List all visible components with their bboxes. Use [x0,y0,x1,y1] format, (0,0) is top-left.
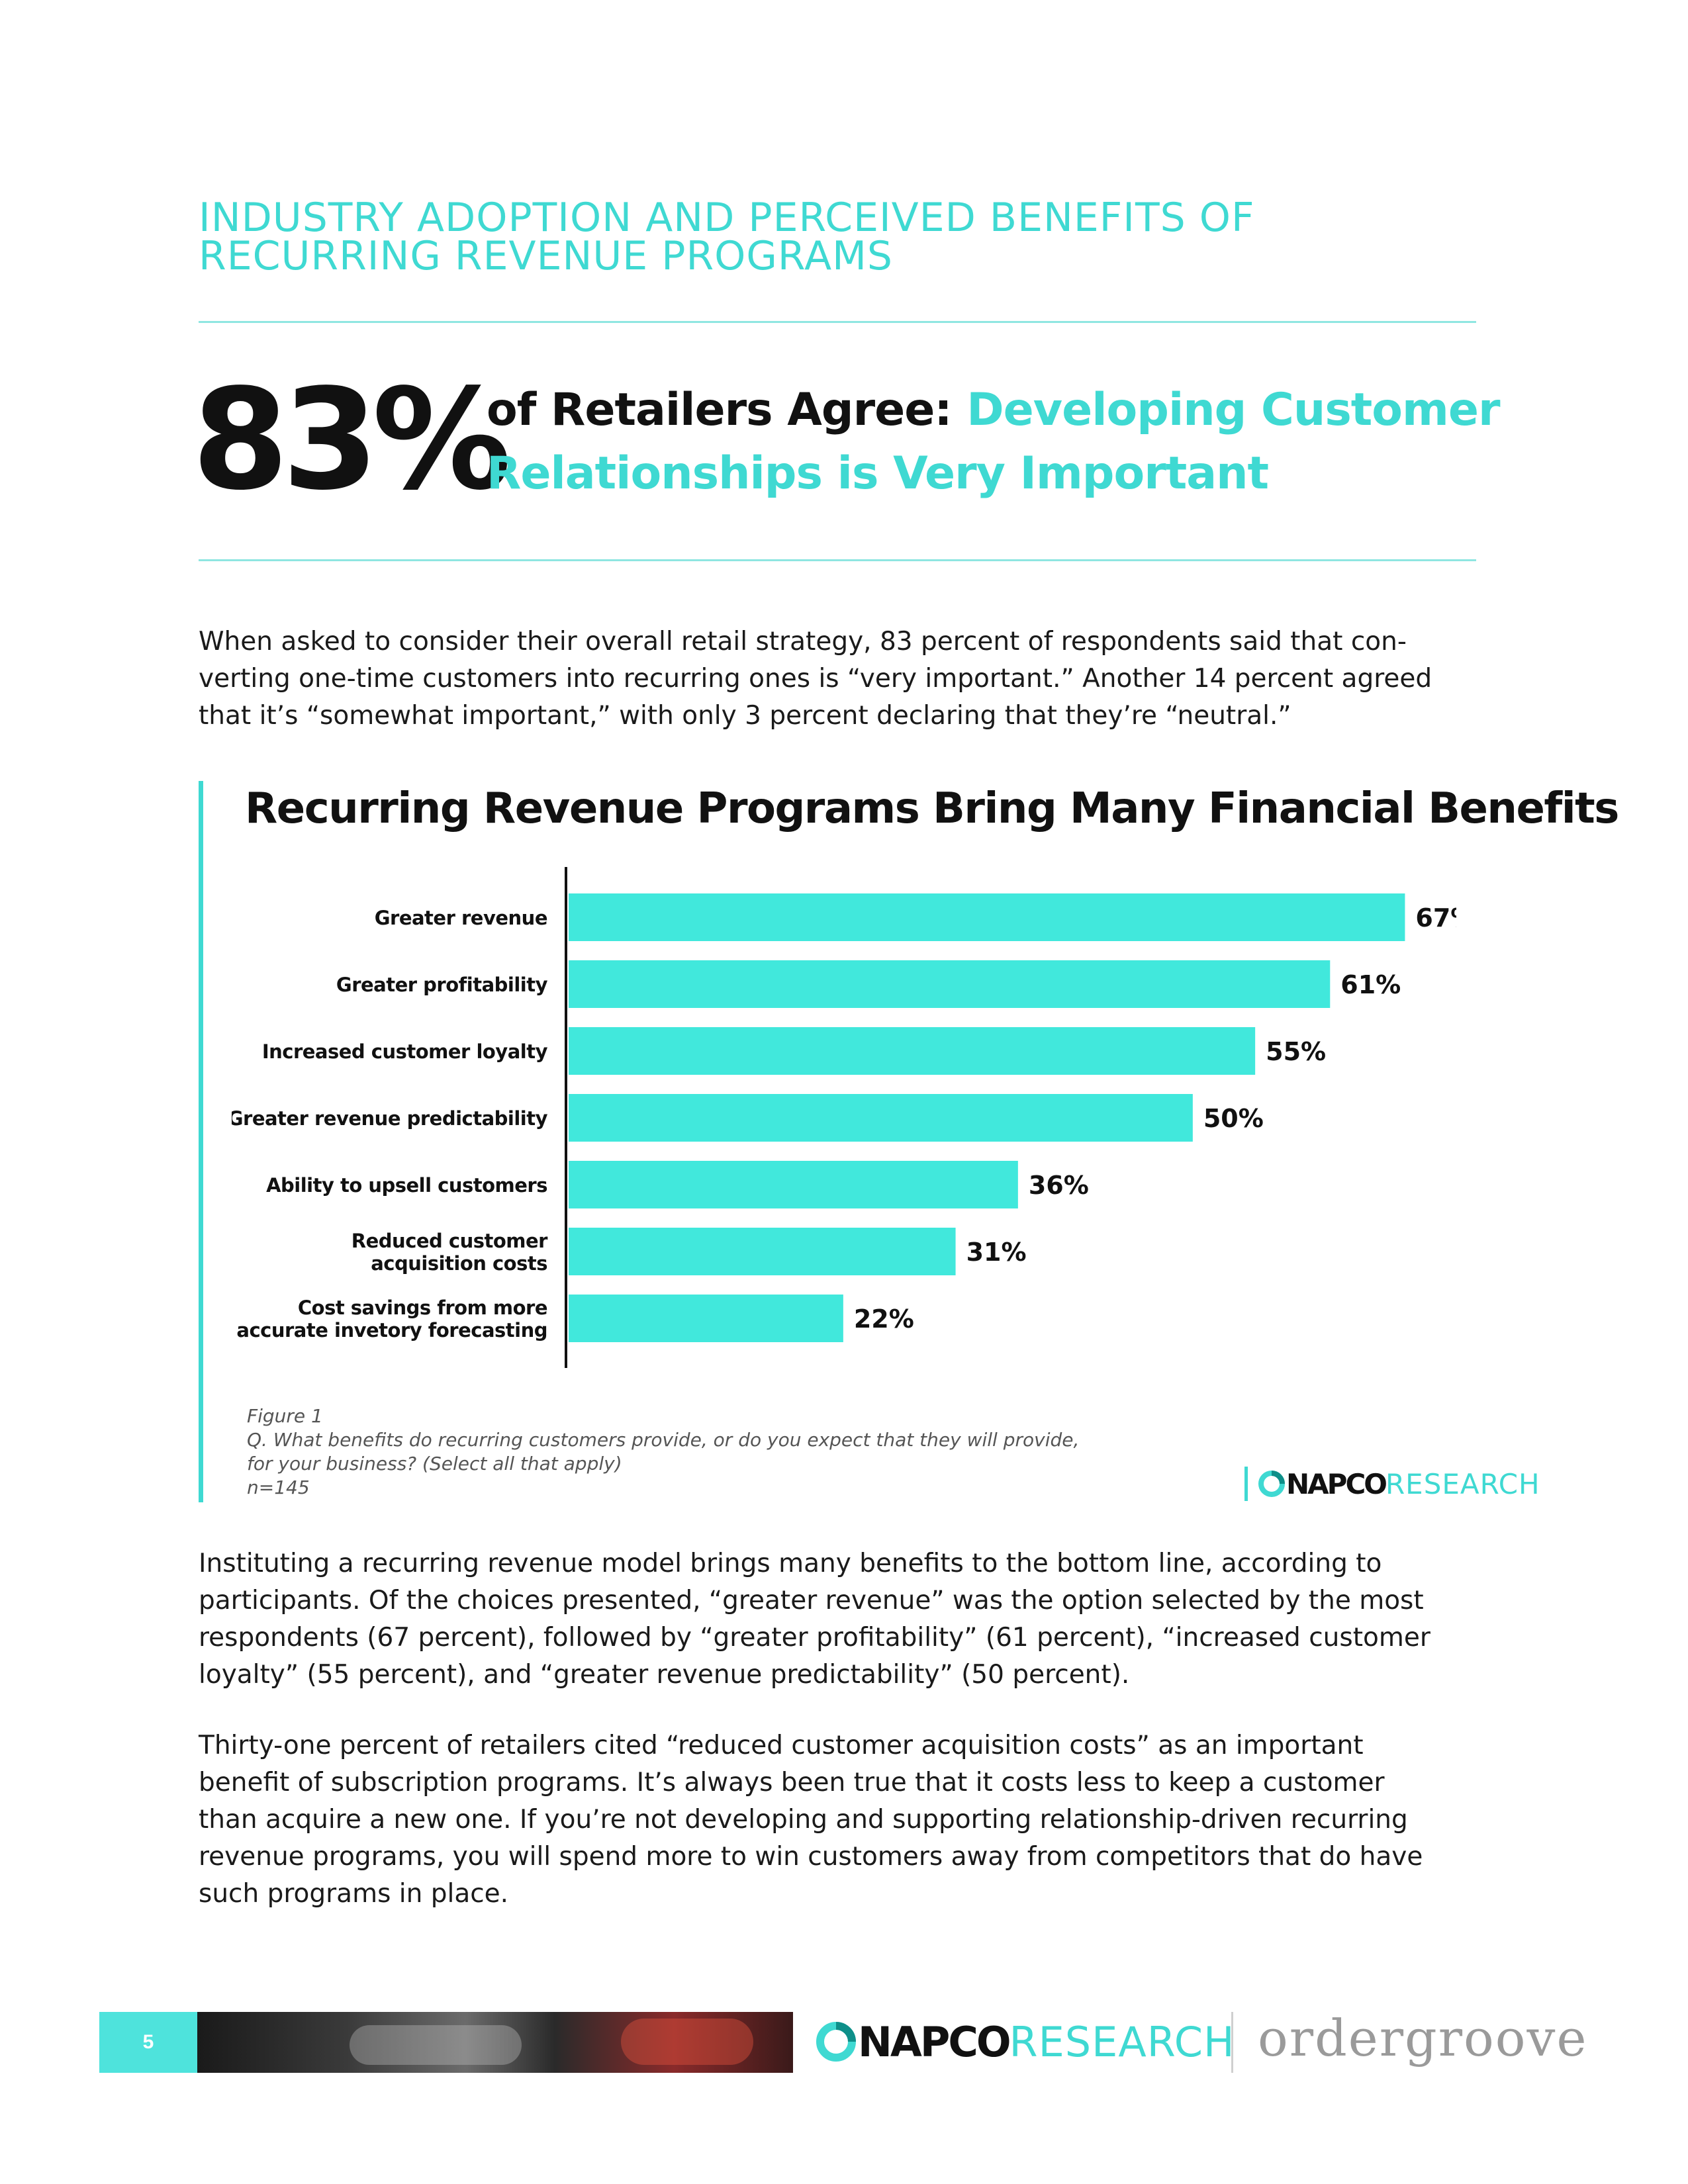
logo-napco: NAPCO [1286,1467,1387,1500]
bar-value-label-0: 67% [1415,903,1456,933]
footer-napco-research-logo: NAPCO RESEARCH [814,2012,1235,2071]
body2-line-5: such programs in place. [199,1879,509,1909]
body2-line-1: Thirty-one percent of retailers cited “r… [199,1731,1364,1760]
intro-paragraph: When asked to consider their overall ret… [199,623,1496,735]
body2-line-2: benefit of subscription programs. It’s a… [199,1768,1385,1797]
figure-label: Figure 1 [247,1405,323,1427]
intro-line-3: that it’s “somewhat important,” with onl… [199,701,1291,731]
footer-photo [197,2012,793,2073]
category-label-2: Increased customer loyalty [262,1040,548,1063]
headline-divider [199,559,1476,561]
figure-sample-size: n=145 [247,1477,310,1498]
chart-title: Recurring Revenue Programs Bring Many Fi… [245,784,1619,833]
headline-stat: 83% [192,359,512,521]
figure-question-1: Q. What benefits do recurring customers … [247,1429,1080,1451]
category-label-0: Greater revenue [375,907,547,929]
section-heading: INDUSTRY ADOPTION AND PERCEIVED BENEFITS… [199,195,1489,279]
page-number: 5 [99,2012,197,2073]
bar-0 [569,893,1405,941]
body-paragraph-1: Instituting a recurring revenue model br… [199,1545,1496,1694]
section-heading-line-1: INDUSTRY ADOPTION AND PERCEIVED BENEFITS… [199,195,1255,241]
figure-note: Figure 1 Q. What benefits do recurring c… [247,1404,1174,1500]
category-label-3: Greater revenue predictability [232,1107,548,1130]
body2-line-4: revenue programs, you will spend more to… [199,1842,1423,1872]
body1-line-1: Instituting a recurring revenue model br… [199,1549,1382,1578]
napco-research-logo: NAPCO RESEARCH [1244,1464,1540,1504]
category-label-6-1: accurate invetory forecasting [236,1319,547,1342]
bar-5 [569,1228,956,1275]
bar-4 [569,1161,1018,1208]
top-divider [199,321,1476,323]
footer-logo-napco: NAPCO [858,2017,1011,2066]
bar-6 [569,1295,843,1342]
bar-value-label-4: 36% [1029,1171,1089,1200]
headline-accent-1: Developing Customer [966,384,1500,436]
chart-accent-bar [199,781,203,1502]
bar-value-label-1: 61% [1340,970,1401,999]
intro-line-1: When asked to consider their overall ret… [199,627,1407,657]
figure-question-2: for your business? (Select all that appl… [247,1453,622,1475]
intro-line-2: verting one-time customers into recurrin… [199,664,1432,694]
bar-value-label-2: 55% [1266,1037,1326,1066]
headline-accent-2: Relationships is Very Important [487,447,1269,500]
footer-logo-research: RESEARCH [1009,2017,1235,2066]
category-label-5-0: Reduced customer [352,1230,548,1252]
bar-chart: 67% Greater revenue 61% Greater profitabili… [232,867,1456,1368]
bar-2 [569,1027,1256,1075]
headline-lead: of Retailers Agree: [487,384,953,436]
headline: of Retailers Agree: Developing Customer … [487,379,1513,506]
section-heading-line-2: RECURRING REVENUE PROGRAMS [199,233,894,279]
category-label-6-0: Cost savings from more [298,1297,547,1319]
napco-ring-icon [1258,1471,1285,1497]
bar-1 [569,960,1331,1008]
napco-ring-icon [816,2022,856,2062]
body-paragraph-2: Thirty-one percent of retailers cited “r… [199,1727,1496,1913]
category-label-4: Ability to upsell customers [266,1174,547,1197]
bar-3 [569,1094,1193,1142]
logo-research: RESEARCH [1385,1467,1540,1500]
bar-value-label-6: 22% [854,1304,914,1334]
body1-line-4: loyalty” (55 percent), and “greater reve… [199,1660,1130,1690]
category-label-1: Greater profitability [336,974,548,996]
body1-line-2: participants. Of the choices presented, … [199,1586,1424,1615]
bar-value-label-5: 31% [966,1238,1027,1267]
bar-value-label-3: 50% [1203,1104,1264,1133]
category-label-5-1: acquisition costs [371,1252,547,1275]
logo-divider [1244,1467,1248,1501]
ordergroove-logo: ordergroove [1258,2009,1588,2068]
body1-line-3: respondents (67 percent), followed by “g… [199,1623,1430,1653]
footer-divider [1231,2012,1233,2073]
body2-line-3: than acquire a new one. If you’re not de… [199,1805,1408,1835]
